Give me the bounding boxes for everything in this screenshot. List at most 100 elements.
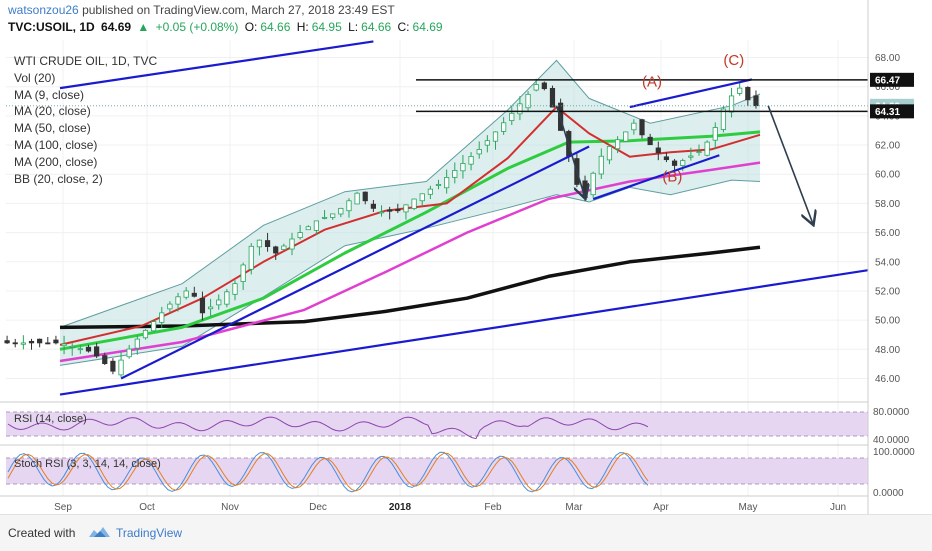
high-label: H: [296, 20, 309, 34]
candle-body [256, 239, 263, 248]
bb-upper-line [59, 59, 761, 328]
price-tick-label: 62.00 [875, 141, 900, 152]
bb-lower-line [59, 179, 761, 366]
candle-body [175, 296, 181, 305]
legend-ma200[interactable]: MA (200, close) [14, 154, 98, 169]
candle-body [509, 112, 515, 122]
moving-averages [59, 106, 761, 363]
tradingview-logo-icon[interactable] [88, 525, 112, 539]
candle-body [590, 172, 596, 196]
candle-body [533, 84, 539, 91]
panel-tick-label: 40.0000 [873, 435, 910, 446]
candle-body [240, 264, 246, 282]
candle-body [370, 203, 376, 209]
candle-body [614, 139, 621, 150]
candle-body [411, 198, 417, 209]
legend-volume[interactable]: Vol (20) [14, 70, 56, 85]
candle-body [232, 283, 238, 295]
candle-body [273, 246, 279, 254]
candle-body [460, 163, 466, 172]
candle-body [159, 312, 165, 323]
candle-body [118, 359, 124, 376]
candle-body [305, 226, 311, 231]
wave-label: (B) [662, 169, 682, 186]
trendline[interactable] [629, 78, 753, 109]
trendlines[interactable] [6, 40, 924, 396]
candle-body [110, 360, 116, 372]
candle-body [224, 291, 230, 305]
price-tick-label: 68.00 [875, 53, 900, 64]
ma100-line [59, 161, 761, 363]
candle-body [346, 200, 352, 212]
price-chart[interactable]: (A) (B) (C) RSI (14, close) Stoch RSI (3, 3… [0, 0, 932, 514]
candle-body [696, 151, 702, 154]
price-tick-label: 56.00 [875, 228, 900, 239]
candle-body [338, 207, 344, 215]
time-tick-label: Apr [653, 502, 669, 513]
tradingview-brand-link[interactable]: TradingView [116, 526, 183, 540]
candle-body [37, 338, 43, 344]
legend-ma100[interactable]: MA (100, close) [14, 137, 98, 152]
candle-body [753, 95, 759, 107]
legend-ma50[interactable]: MA (50, close) [14, 121, 91, 136]
price-tick-label: 46.00 [875, 374, 900, 385]
candle-body [53, 339, 59, 344]
published-text: published on TradingView.com, March 27, … [82, 3, 395, 17]
rsi-title: RSI (14, close) [14, 413, 87, 425]
price-tick-label: 60.00 [875, 170, 900, 181]
candle-body [151, 321, 157, 332]
trendline[interactable] [59, 40, 374, 90]
candle-body [207, 306, 214, 310]
candle-body [647, 136, 653, 146]
candle-body [77, 348, 83, 351]
trendline[interactable] [120, 145, 590, 380]
candle-body [362, 191, 368, 202]
legend-ma9[interactable]: MA (9, close) [14, 87, 85, 102]
candle-body [720, 108, 727, 130]
high-value: 64.95 [311, 20, 342, 34]
trendline[interactable] [592, 154, 720, 201]
candle-body [728, 95, 735, 113]
candle-body [444, 177, 450, 189]
price-axis[interactable]: 68.0066.0064.0062.0060.0058.0056.0054.00… [867, 0, 932, 514]
wave-label: (C) [723, 52, 744, 69]
rsi-band [6, 412, 868, 436]
rsi-line [7, 416, 649, 440]
candle-body [167, 303, 173, 310]
time-tick-label: Mar [565, 502, 583, 513]
candle-body [631, 122, 637, 131]
panel-tick-label: 0.0000 [873, 488, 904, 499]
candle-body [671, 160, 678, 166]
candle-body [501, 122, 507, 132]
candle-body [378, 211, 385, 214]
candle-body [183, 290, 189, 298]
stoch-d-line [7, 452, 649, 492]
candle-body [712, 127, 718, 141]
low-label: L: [348, 20, 359, 34]
time-axis[interactable]: Sep Oct Nov Dec 2018 Feb Mar Apr May Jun [0, 495, 868, 513]
price-tick-label: 52.00 [875, 286, 900, 297]
candle-body [281, 245, 287, 250]
stoch-title: Stoch RSI (3, 3, 14, 14, close) [14, 458, 161, 470]
time-tick-label: Jun [830, 502, 846, 513]
legend-series-name[interactable]: WTI CRUDE OIL, 1D, TVC [14, 54, 158, 68]
candle-body [28, 340, 35, 344]
time-tick-label: Dec [309, 502, 327, 513]
projection-arrow[interactable] [555, 105, 585, 198]
wave-label: (A) [642, 74, 662, 91]
candle-body [737, 87, 743, 94]
trendline[interactable] [59, 260, 924, 396]
symbol-name[interactable]: TVC:USOIL, 1D [8, 20, 95, 34]
projection-arrow[interactable] [767, 105, 813, 224]
candle-body [435, 184, 442, 186]
candle-body [126, 348, 132, 358]
candle-body [199, 297, 206, 314]
annotations: (A) (B) (C) [642, 52, 744, 186]
legend-bb[interactable]: BB (20, close, 2) [14, 171, 103, 186]
candle-body [517, 103, 523, 115]
candle-body [20, 342, 26, 345]
legend-ma20[interactable]: MA (20, close) [14, 104, 91, 119]
author-link[interactable]: watsonzou26 [8, 3, 79, 17]
panel-tick-label: 100.0000 [873, 447, 915, 458]
candle-body [606, 146, 613, 161]
